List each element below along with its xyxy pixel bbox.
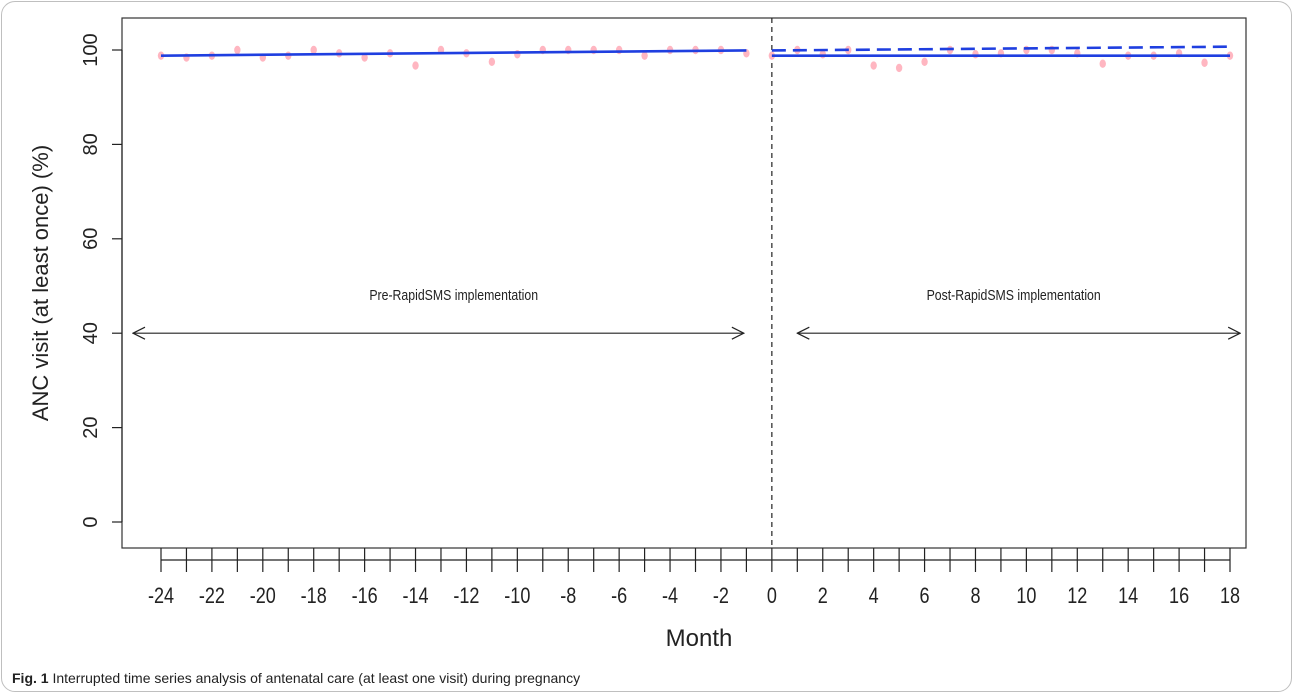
x-tick-label: -20 (250, 584, 276, 608)
y-tick-label: 60 (80, 228, 102, 250)
x-axis-title: Month (666, 625, 733, 652)
counterfactual-trend-line (771, 45, 1231, 52)
data-point (412, 61, 419, 70)
caption-text: Interrupted time series analysis of ante… (48, 670, 581, 686)
y-tick-label: 40 (80, 322, 102, 344)
data-point (361, 53, 368, 62)
x-tick-label: 10 (1016, 584, 1036, 608)
x-tick-label: -16 (352, 584, 378, 608)
x-tick-label: -6 (611, 584, 627, 608)
x-tick-label: 6 (920, 584, 930, 608)
data-point (615, 45, 623, 55)
x-tick-label: 18 (1220, 584, 1240, 608)
data-point (310, 45, 317, 55)
y-tick-label: 80 (80, 133, 102, 155)
x-tick-label: 8 (970, 584, 980, 608)
x-tick-label: 14 (1118, 584, 1138, 608)
y-tick-label: 100 (80, 33, 102, 66)
x-tick-label: -22 (199, 584, 225, 608)
plot-area-box (121, 17, 1247, 549)
data-point (895, 63, 903, 73)
x-tick-label: -4 (662, 584, 678, 608)
data-point (488, 57, 496, 66)
data-point (870, 61, 877, 70)
y-tick-label: 0 (80, 516, 102, 527)
x-tick-label: -24 (148, 584, 174, 608)
x-tick-label: 16 (1169, 584, 1189, 608)
x-tick-label: -2 (713, 584, 729, 608)
figure-caption: Fig. 1 Interrupted time series analysis … (12, 670, 580, 686)
x-tick-label: 0 (767, 584, 777, 608)
x-tick-label: 2 (818, 584, 828, 608)
x-tick-label: -12 (453, 584, 479, 608)
caption-label: Fig. 1 (12, 670, 49, 686)
x-tick-label: 12 (1067, 584, 1087, 608)
x-tick-label: -14 (402, 584, 428, 608)
post-period-label: Post-RapidSMS implementation (927, 287, 1101, 303)
fitted-trend-line (160, 49, 747, 57)
data-point (641, 51, 648, 60)
x-tick-label: 4 (869, 584, 879, 608)
y-tick-label: 20 (80, 416, 102, 438)
data-point (921, 57, 928, 66)
data-point (234, 45, 241, 55)
data-point (1099, 59, 1106, 68)
x-tick-label: -8 (560, 584, 576, 608)
data-point (1201, 58, 1208, 67)
y-axis-title: ANC visit (at least once) (%) (28, 145, 53, 421)
data-point (972, 50, 979, 59)
pre-period-label: Pre-RapidSMS implementation (369, 287, 538, 303)
x-tick-label: -18 (301, 584, 327, 608)
x-tick-label: -10 (504, 584, 530, 608)
